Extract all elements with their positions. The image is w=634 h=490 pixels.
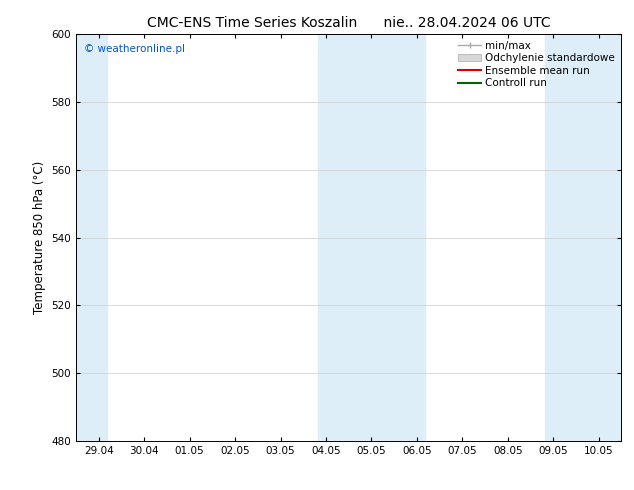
- Bar: [545, 34, 621, 441]
- Text: © weatheronline.pl: © weatheronline.pl: [84, 45, 185, 54]
- Title: CMC-ENS Time Series Koszalin      nie.. 28.04.2024 06 UTC: CMC-ENS Time Series Koszalin nie.. 28.04…: [147, 16, 550, 30]
- Legend: min/max, Odchylenie standardowe, Ensemble mean run, Controll run: min/max, Odchylenie standardowe, Ensembl…: [455, 37, 618, 92]
- Bar: [318, 34, 425, 441]
- Y-axis label: Temperature 850 hPa (°C): Temperature 850 hPa (°C): [33, 161, 46, 314]
- Bar: [76, 34, 107, 441]
